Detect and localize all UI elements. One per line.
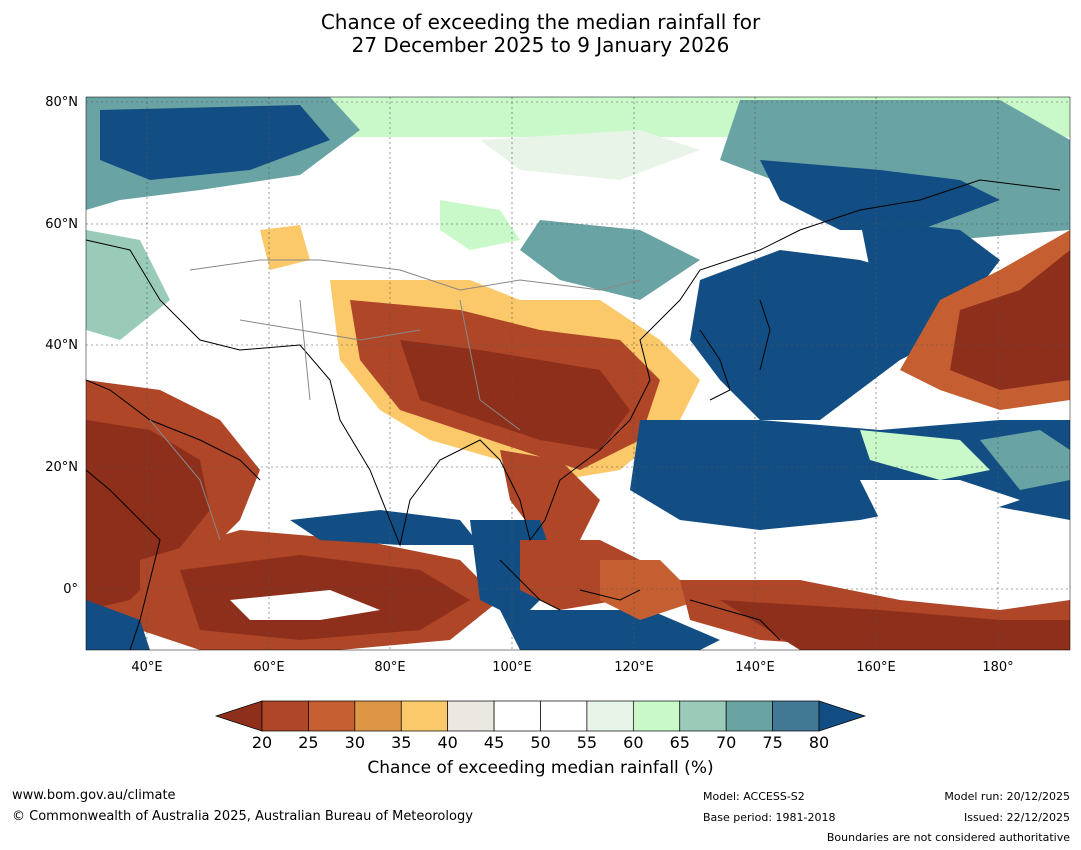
lat-label-60n: 60°N bbox=[45, 217, 78, 232]
colorbar-segment bbox=[447, 700, 495, 732]
colorbar-extend-high bbox=[818, 700, 867, 732]
lon-label-80e: 80°E bbox=[374, 660, 406, 675]
colorbar-tick-label: 70 bbox=[715, 733, 737, 752]
colorbar-extend-low bbox=[214, 700, 263, 732]
footer-issued: Issued: 22/12/2025 bbox=[963, 811, 1070, 824]
colorbar-tick-label: 50 bbox=[530, 733, 551, 752]
colorbar-tick-label: 80 bbox=[808, 733, 830, 752]
coastlines bbox=[85, 179, 1061, 651]
map-frame bbox=[85, 96, 1071, 651]
colorbar-segment bbox=[772, 700, 820, 732]
map-title-line1: Chance of exceeding the median rainfall … bbox=[320, 10, 761, 34]
map-field bbox=[86, 97, 1070, 650]
lon-label-60e: 60°E bbox=[253, 660, 285, 675]
colorbar-segment bbox=[493, 700, 541, 732]
colorbar bbox=[214, 700, 867, 732]
lat-label-0: 0° bbox=[63, 582, 78, 597]
lon-label-100e: 100°E bbox=[492, 660, 532, 675]
colorbar-segment bbox=[354, 700, 402, 732]
map-title-line2: 27 December 2025 to 9 January 2026 bbox=[351, 33, 730, 57]
colorbar-tick-label: 35 bbox=[391, 733, 412, 752]
country-boundaries bbox=[149, 259, 641, 541]
colorbar-tick-label: 75 bbox=[762, 733, 783, 752]
colorbar-tick-label: 30 bbox=[344, 733, 365, 752]
colorbar-tick-label: 60 bbox=[623, 733, 644, 752]
footer-disclaimer: Boundaries are not considered authoritat… bbox=[826, 831, 1070, 844]
colorbar-segment bbox=[540, 700, 588, 732]
colorbar-tick-label: 65 bbox=[669, 733, 690, 752]
footer-model-run: Model run: 20/12/2025 bbox=[944, 790, 1070, 803]
footer-model: Model: ACCESS-S2 bbox=[703, 790, 805, 803]
colorbar-title: Chance of exceeding median rainfall (%) bbox=[367, 758, 714, 778]
colorbar-segment bbox=[308, 700, 356, 732]
lat-label-80n: 80°N bbox=[45, 95, 78, 110]
colorbar-segment bbox=[632, 700, 681, 732]
colorbar-segment bbox=[679, 700, 727, 732]
colorbar-tick-label: 25 bbox=[298, 733, 319, 752]
colorbar-segment bbox=[261, 700, 309, 732]
colorbar-segment bbox=[725, 700, 773, 732]
lon-label-160e: 160°E bbox=[856, 660, 896, 675]
colorbar-segment bbox=[586, 700, 634, 732]
colorbar-tick-label: 45 bbox=[483, 733, 505, 752]
lat-label-20n: 20°N bbox=[45, 460, 78, 475]
colorbar-segment bbox=[400, 700, 449, 732]
graticule bbox=[86, 97, 1070, 650]
lon-label-180: 180° bbox=[982, 660, 1014, 675]
colorbar-tick-label: 55 bbox=[576, 733, 598, 752]
footer-url[interactable]: www.bom.gov.au/climate bbox=[12, 788, 176, 803]
lon-label-120e: 120°E bbox=[614, 660, 654, 675]
footer-base-period: Base period: 1981-2018 bbox=[703, 811, 836, 824]
lon-label-140e: 140°E bbox=[735, 660, 775, 675]
colorbar-tick-label: 40 bbox=[437, 733, 458, 752]
lon-label-40e: 40°E bbox=[131, 660, 163, 675]
lat-label-40n: 40°N bbox=[45, 338, 78, 353]
colorbar-tick-label: 20 bbox=[251, 733, 273, 752]
footer-copyright: © Commonwealth of Australia 2025, Austra… bbox=[12, 809, 473, 824]
